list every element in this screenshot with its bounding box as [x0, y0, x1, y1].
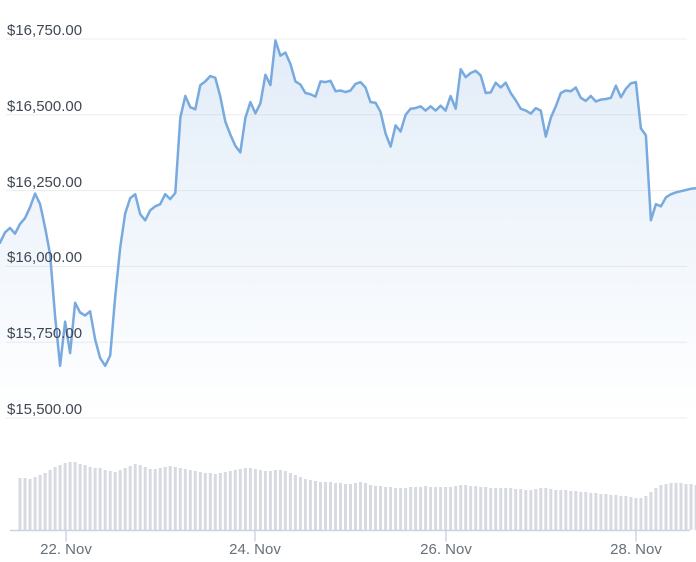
- y-axis-label: $16,500.00: [7, 97, 83, 115]
- y-axis-label: $16,000.00: [7, 249, 83, 267]
- y-axis-label: $16,250.00: [7, 173, 83, 191]
- y-axis-label: $16,750.00: [7, 22, 83, 39]
- x-axis-label: 28. Nov: [610, 541, 662, 558]
- y-axis-label: $15,500.00: [7, 401, 83, 418]
- volume-bar-series: [18, 462, 696, 530]
- y-axis-label: $15,750.00: [7, 325, 83, 343]
- price-line-series: [0, 39, 696, 368]
- price-area-series: [0, 40, 696, 418]
- x-axis-label: 26. Nov: [420, 541, 472, 558]
- x-axis-label: 22. Nov: [40, 541, 92, 558]
- x-axis-line-and-ticks: [10, 529, 690, 542]
- x-axis-label: 24. Nov: [229, 541, 281, 558]
